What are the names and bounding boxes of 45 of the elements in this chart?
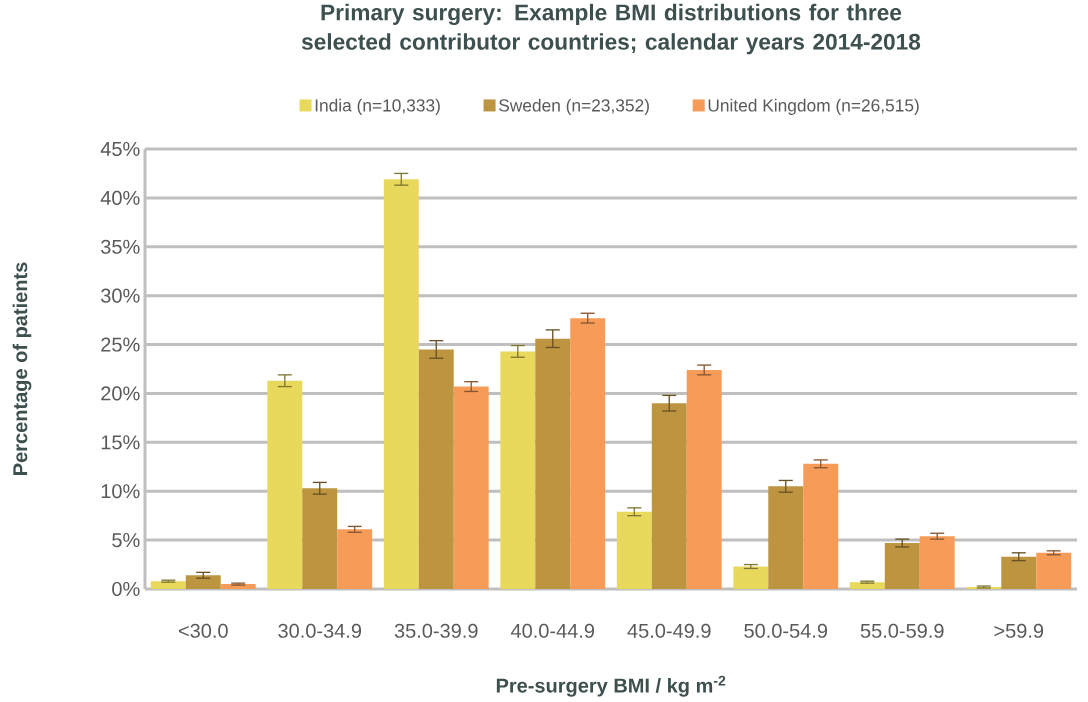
y-tick-label: 45%: [100, 141, 140, 157]
bar: [302, 488, 338, 589]
bar: [1001, 556, 1037, 589]
bar: [418, 349, 454, 589]
x-tick-label: 35.0-39.9: [394, 623, 478, 638]
bar: [1036, 552, 1072, 589]
bar: [803, 463, 839, 589]
bar: [535, 338, 571, 589]
bar: [267, 380, 303, 589]
legend-label: United Kingdom (n=26,515): [708, 98, 919, 115]
bar: [733, 566, 769, 589]
bar: [570, 318, 606, 589]
y-tick-label: 20%: [101, 386, 140, 401]
bar: [383, 179, 419, 589]
y-tick-label: 5%: [112, 533, 140, 548]
bar: [453, 386, 489, 589]
y-tick-label: 10%: [101, 484, 140, 499]
x-tick-label: 40.0-44.9: [510, 623, 595, 638]
bar: [686, 369, 722, 589]
legend-label: India (n=10,333): [315, 98, 440, 115]
bar: [884, 543, 920, 589]
bar: [651, 403, 687, 589]
y-axis-title: Percentage of patients: [12, 262, 32, 475]
x-tick-label: >59.9: [994, 623, 1044, 638]
x-tick-label: 45.0-49.9: [627, 623, 711, 638]
y-tick-label: 25%: [101, 337, 140, 352]
x-tick-label: 55.0-59.9: [860, 623, 944, 638]
bar: [500, 351, 536, 589]
bar: [919, 536, 955, 589]
bar: [337, 529, 373, 589]
x-tick-label: 30.0-34.9: [278, 623, 362, 638]
y-tick-label: 40%: [100, 190, 140, 205]
y-tick-label: 15%: [101, 435, 140, 450]
bar: [616, 511, 652, 589]
y-tick-label: 35%: [101, 239, 140, 254]
x-tick-label: <30.0: [178, 623, 228, 638]
chart-title: Primary surgery: Example BMI distributions for three selected contributor countries; calendar years 2014-2018: [301, 3, 921, 55]
bar: [768, 486, 804, 589]
legend-label: Sweden (n=23,352): [499, 98, 649, 115]
bar: [150, 581, 186, 589]
bar: [185, 575, 221, 589]
x-axis-title: Pre-surgery BMI / kg m$^{-2}$: [496, 675, 726, 697]
y-tick-label: 30%: [101, 288, 140, 303]
x-tick-label: 50.0-54.9: [744, 623, 828, 638]
y-tick-label: 0%: [112, 581, 140, 597]
